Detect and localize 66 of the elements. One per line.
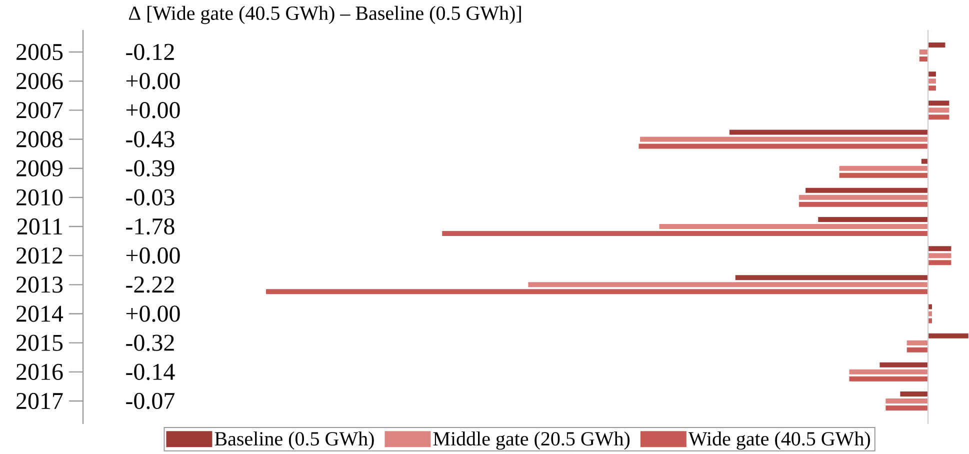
y-tick-label: 2006 xyxy=(16,72,63,90)
y-tick-label: 2012 xyxy=(16,247,62,264)
bar xyxy=(906,340,928,346)
text: +0.00 xyxy=(126,102,180,118)
y-tick-label: 2005 xyxy=(16,44,63,60)
bar xyxy=(928,246,952,252)
text: -0.43 xyxy=(126,131,174,148)
bar xyxy=(928,72,936,77)
bar xyxy=(880,362,928,368)
bar xyxy=(839,172,928,178)
bar xyxy=(729,130,928,135)
text: -0.03 xyxy=(126,189,174,206)
legend-label: Wide gate (40.5 GWh) xyxy=(688,431,870,450)
y-tick-label: 2011 xyxy=(17,218,62,235)
bar xyxy=(928,100,950,106)
bar xyxy=(928,333,968,338)
bar xyxy=(928,78,936,84)
bar xyxy=(849,369,928,374)
bar xyxy=(886,406,928,410)
bar xyxy=(928,42,946,48)
bar xyxy=(528,282,928,288)
bar xyxy=(919,50,928,55)
text: +0.00 xyxy=(126,247,180,264)
y-tick-label: 2010 xyxy=(16,189,63,206)
y-tick-label: 2007 xyxy=(16,102,63,118)
bar xyxy=(735,275,928,280)
bar xyxy=(900,392,928,396)
y-tick-label: 2017 xyxy=(16,392,63,410)
text: -2.22 xyxy=(126,276,174,293)
y-tick-label: 2008 xyxy=(16,131,63,148)
chart-title: Δ [Wide gate (40.5 GWh) – Baseline (0.5 GWh)] xyxy=(128,6,521,24)
bar xyxy=(640,136,928,142)
bar xyxy=(849,376,928,382)
bar xyxy=(798,202,928,207)
bar xyxy=(442,231,928,236)
bar xyxy=(806,188,928,193)
bar xyxy=(906,347,928,352)
bar xyxy=(928,86,936,91)
bar xyxy=(638,144,928,149)
bar xyxy=(839,166,928,171)
text: -0.14 xyxy=(126,364,175,380)
bar xyxy=(798,194,928,200)
y-tick-label: 2013 xyxy=(16,276,63,293)
bar xyxy=(928,253,952,258)
bar xyxy=(886,398,928,404)
bar xyxy=(928,260,952,266)
y-tick-label: 2015 xyxy=(16,334,63,351)
bar xyxy=(266,289,928,294)
text: -0.39 xyxy=(126,160,174,176)
text: -0.07 xyxy=(126,392,175,410)
text: -0.12 xyxy=(126,44,174,60)
legend-label: Baseline (0.5 GWh) xyxy=(214,431,374,450)
legend-label: Middle gate (20.5 GWh) xyxy=(433,431,630,450)
bar xyxy=(919,56,928,62)
text: +0.00 xyxy=(126,72,180,90)
bar xyxy=(921,158,928,164)
bar xyxy=(928,114,950,120)
bar xyxy=(659,224,928,229)
y-tick-label: 2009 xyxy=(16,160,63,176)
y-tick-label: 2016 xyxy=(16,364,63,380)
bar xyxy=(928,108,950,113)
text: -0.32 xyxy=(126,334,174,351)
text: +0.00 xyxy=(126,306,180,322)
y-tick-label: 2014 xyxy=(16,306,64,322)
text: -1.78 xyxy=(126,218,174,235)
bar xyxy=(818,217,928,222)
